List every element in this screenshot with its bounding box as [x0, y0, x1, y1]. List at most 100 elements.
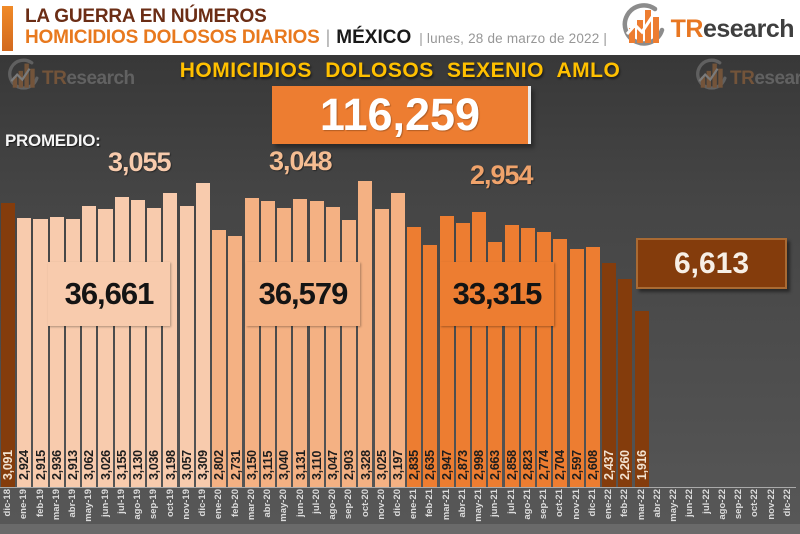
x-axis-label: may-20: [278, 489, 290, 522]
average-2019: 3,055: [108, 147, 172, 177]
bar-dic-21: [585, 247, 600, 487]
watermark-right: TResearch: [692, 58, 800, 99]
chart-area: TResearch TResearch HOMICIDIOS DOLOSOS S…: [0, 55, 800, 534]
bar-value-label: 3,110: [309, 450, 324, 480]
x-axis-label: ago-19: [132, 489, 144, 520]
watermark-text-rest: esearch: [66, 67, 135, 89]
bar-value-label: 3,057: [179, 450, 194, 480]
watermark-text-rest: esearch: [754, 67, 800, 89]
bar-ene-21: [407, 226, 422, 487]
bar-value-label: 2,913: [66, 450, 81, 480]
x-axis-label: ago-20: [327, 489, 339, 520]
bar-mar-22: [634, 311, 649, 487]
watermark-text: TResearch: [42, 68, 135, 90]
header: LA GUERRA EN NÚMEROS HOMICIDIOS DOLOSOS …: [0, 0, 800, 55]
x-axis-label: sep-19: [148, 489, 160, 520]
bar-value-label: 2,873: [455, 450, 470, 480]
bar-value-label: 3,150: [244, 450, 259, 480]
watermark-text: TResearch: [730, 68, 800, 90]
x-axis-label: nov-21: [570, 489, 582, 520]
bar-plot: dic-18 3,091 ene-19 2,924 feb-19 2,915 mar-19 2…: [0, 55, 800, 534]
bar-value-label: 2,998: [472, 450, 487, 480]
bar-value-label: 3,062: [82, 450, 97, 480]
bar-value-label: 3,047: [326, 450, 341, 480]
x-axis-label: dic-18: [2, 489, 14, 517]
x-axis-label: mar-22: [635, 489, 647, 521]
x-axis-label: dic-21: [586, 489, 598, 517]
bar-value-label: 3,328: [358, 450, 373, 480]
average-2021: 2,954: [470, 160, 534, 190]
bar-value-label: 2,437: [602, 450, 617, 480]
x-axis-label: jun-19: [99, 489, 111, 517]
bar-dic-18: [1, 203, 16, 487]
bar-value-label: 2,635: [423, 450, 438, 480]
bar-value-label: 2,663: [488, 450, 503, 480]
period-total-2021: 33,315: [440, 262, 554, 326]
x-axis-label: ene-21: [408, 489, 420, 520]
bar-ene-19: [17, 218, 32, 487]
x-axis-label: ene-20: [213, 489, 225, 520]
x-axis-label: sep-21: [538, 489, 550, 520]
x-axis-label: may-19: [83, 489, 95, 522]
logo-text-tr: TR: [670, 15, 704, 43]
x-axis-label: jul-19: [115, 489, 127, 514]
x-axis-label: abr-19: [67, 489, 79, 518]
bar-value-label: 2,802: [212, 450, 227, 480]
x-axis-label: nov-20: [375, 489, 387, 520]
x-axis-label: abr-22: [651, 489, 663, 518]
period-total-2020: 36,579: [246, 262, 360, 326]
x-axis-label: dic-22: [781, 489, 793, 517]
x-axis-label: jun-22: [684, 489, 696, 517]
bar-value-label: 2,858: [504, 450, 519, 480]
bar-value-label: 3,025: [374, 450, 389, 480]
bar-value-label: 2,915: [33, 450, 48, 480]
x-axis-label: mar-19: [50, 489, 62, 521]
x-axis-label: feb-22: [619, 489, 631, 517]
x-axis-label: ene-19: [18, 489, 30, 520]
bar-dic-19: [195, 183, 210, 487]
watermark-logo-icon: [692, 58, 730, 99]
x-axis-label: abr-20: [262, 489, 274, 518]
x-axis-label: sep-22: [733, 489, 745, 520]
bar-value-label: 2,731: [228, 450, 243, 480]
bar-dic-20: [390, 193, 405, 487]
x-axis-label: oct-20: [359, 489, 371, 517]
bar-feb-22: [618, 279, 633, 487]
x-axis-label: mar-21: [440, 489, 452, 521]
bar-value-label: 3,115: [261, 450, 276, 480]
bar-value-label: 3,026: [98, 450, 113, 480]
x-axis-label: jul-20: [310, 489, 322, 514]
x-axis-label: feb-21: [424, 489, 436, 517]
bar-value-label: 3,130: [131, 450, 146, 480]
x-axis-label: jul-21: [505, 489, 517, 514]
bar-nov-21: [569, 248, 584, 487]
x-axis-label: dic-19: [197, 489, 209, 517]
x-axis-label: sep-20: [343, 489, 355, 520]
x-axis-label: ago-21: [521, 489, 533, 520]
promedio-label: PROMEDIO:: [5, 131, 101, 150]
header-subtitle-row: HOMICIDIOS DOLOSOS DIARIOS | MÉXICO | lu…: [25, 27, 607, 49]
x-axis-label: may-22: [668, 489, 680, 522]
bar-value-label: 3,040: [277, 450, 292, 480]
tresearch-logo: TResearch: [617, 3, 795, 56]
bar-value-label: 3,197: [391, 450, 405, 480]
logo-text-rest: esearch: [702, 15, 795, 43]
chart-title: HOMICIDIOS DOLOSOS SEXENIO AMLO: [179, 59, 621, 82]
x-axis-label: dic-20: [392, 489, 403, 517]
x-axis-label: jun-21: [489, 489, 501, 517]
period-total-2019-value: 36,661: [64, 276, 155, 311]
x-axis-label: jul-22: [700, 489, 712, 514]
bar-value-label: 2,947: [439, 450, 454, 480]
header-date: | lunes, 28 de marzo de 2022 |: [419, 31, 608, 46]
header-separator: |: [325, 27, 331, 47]
x-axis-label: nov-19: [180, 489, 192, 520]
bar-value-label: 2,704: [553, 450, 568, 480]
tresearch-logo-icon: [617, 3, 669, 56]
bar-feb-20: [228, 236, 243, 487]
bar-value-label: 3,036: [147, 450, 162, 480]
header-accent-bar: [2, 6, 13, 51]
x-axis-label: feb-20: [229, 489, 241, 517]
bar-value-label: 1,916: [634, 450, 649, 480]
x-axis-label: ago-22: [716, 489, 728, 520]
